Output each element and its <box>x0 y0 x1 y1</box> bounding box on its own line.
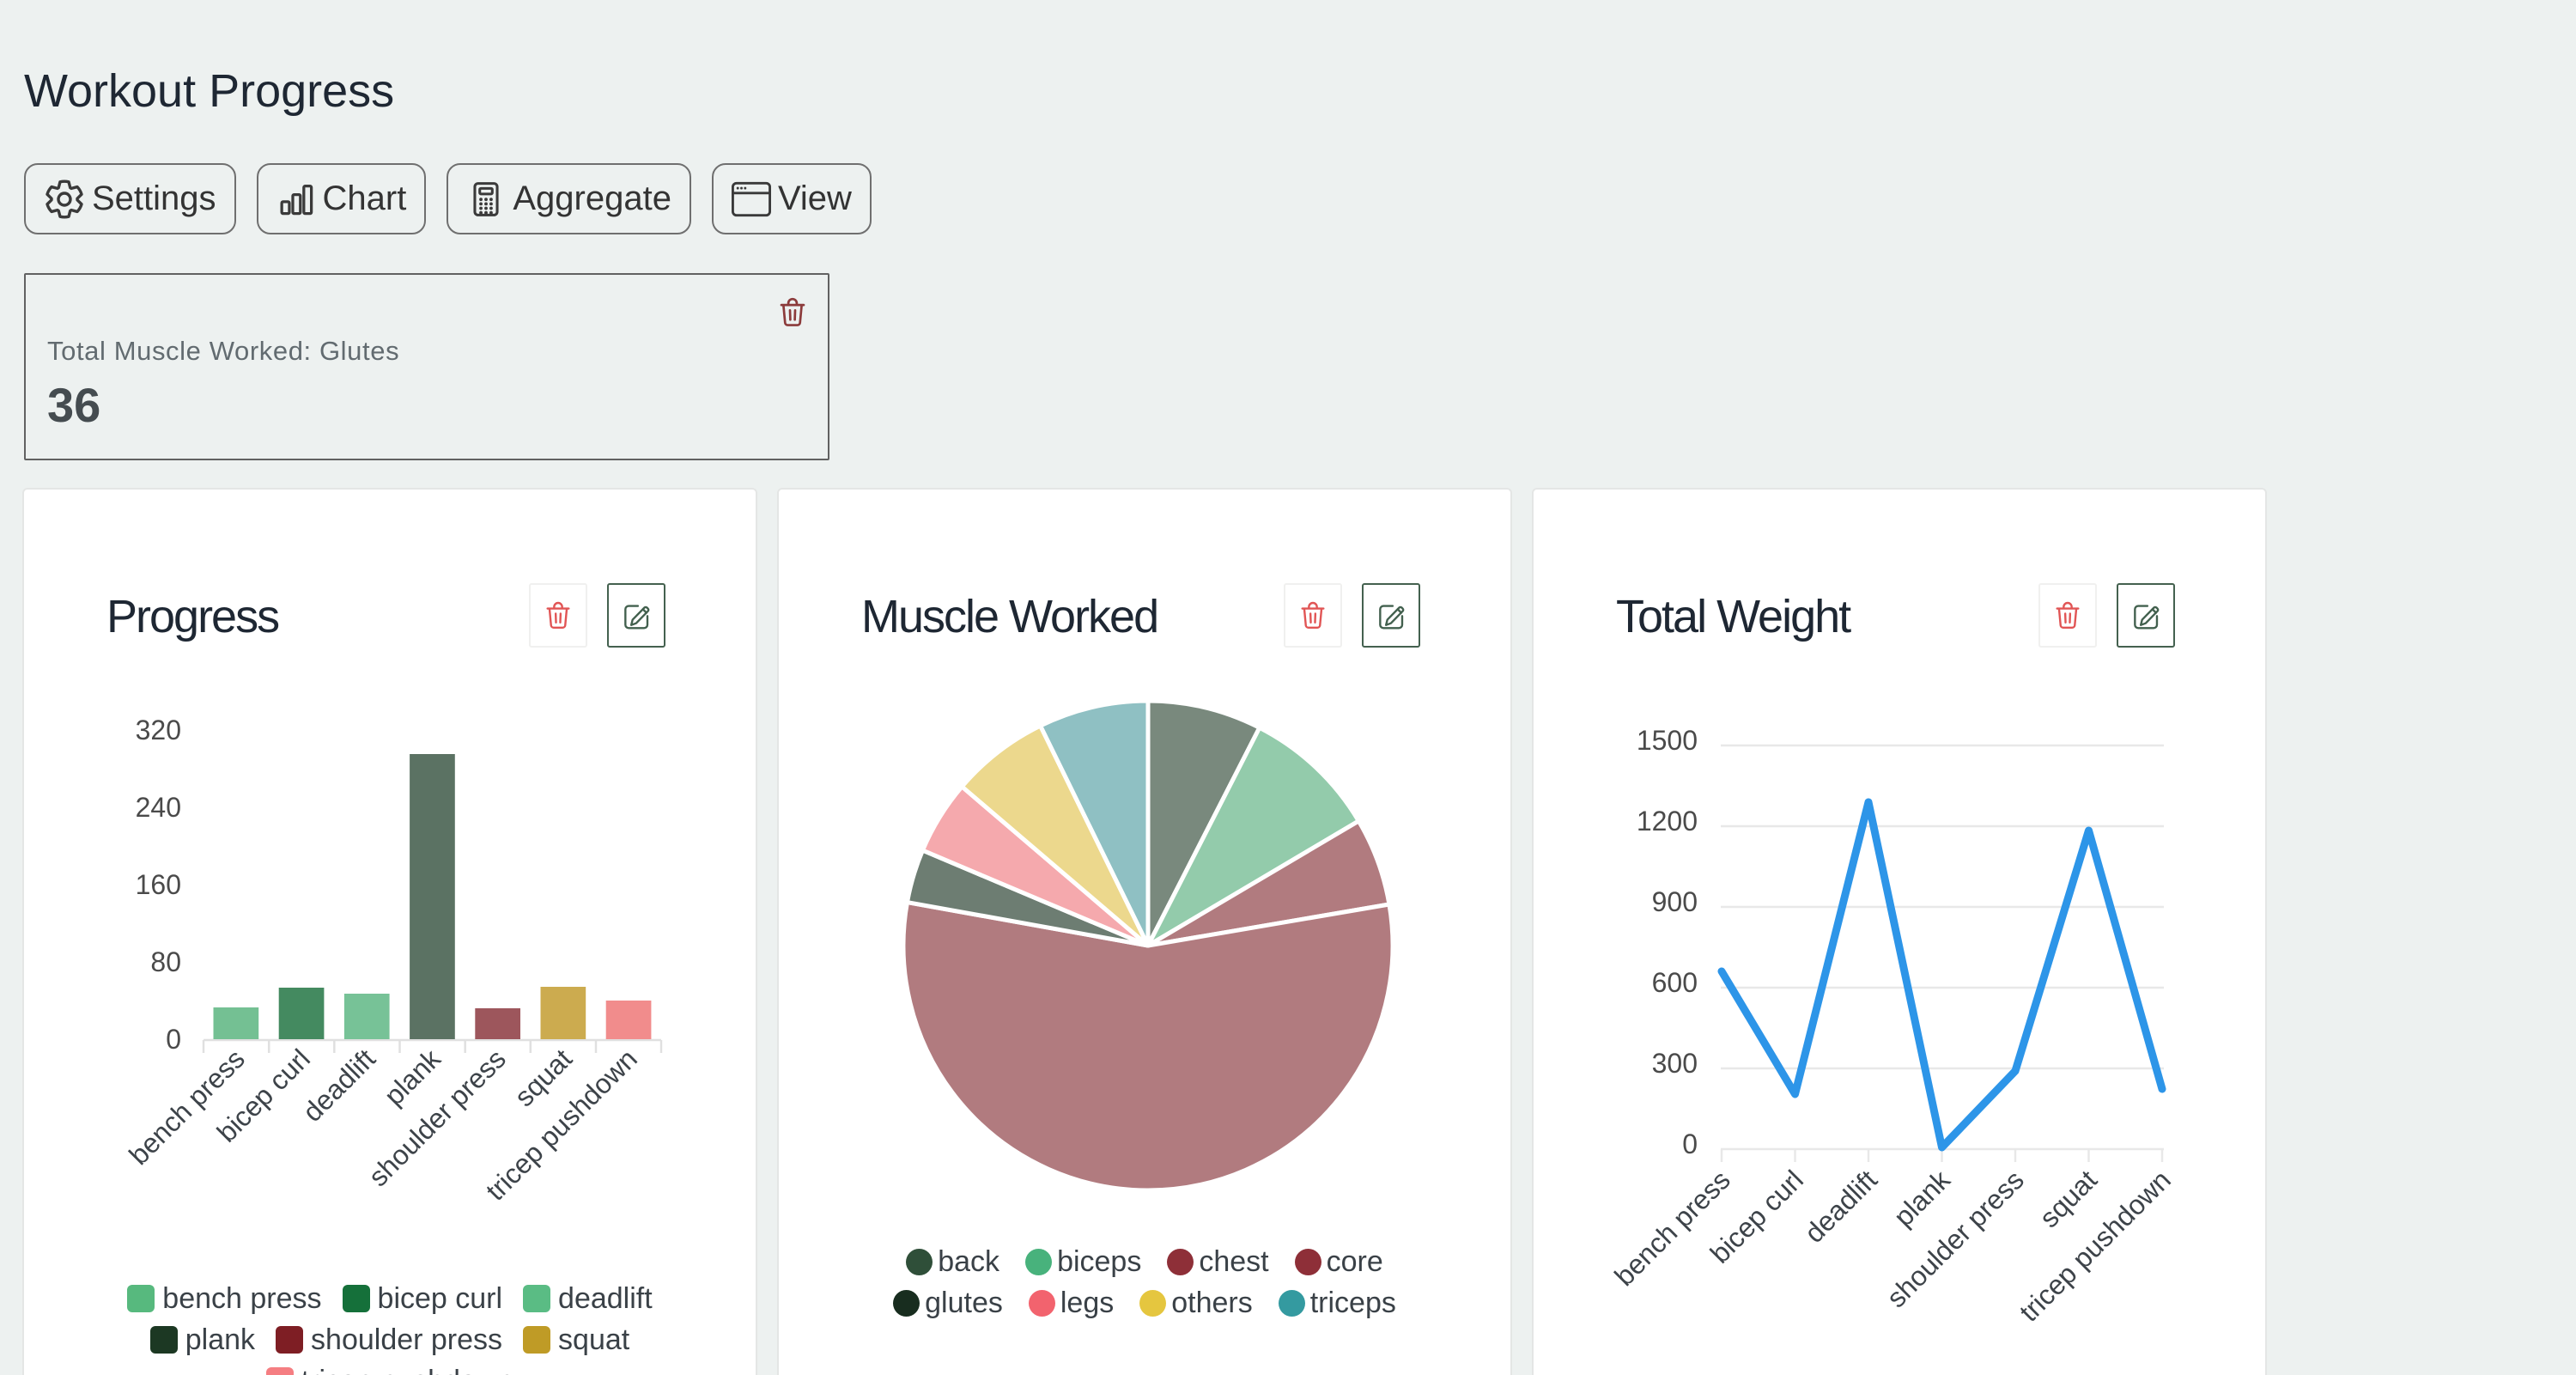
svg-text:300: 300 <box>1652 1048 1698 1079</box>
svg-text:deadlift: deadlift <box>297 1043 381 1127</box>
svg-text:0: 0 <box>166 1024 181 1055</box>
svg-text:600: 600 <box>1652 967 1698 998</box>
svg-text:deadlift: deadlift <box>1799 1164 1883 1248</box>
svg-text:squat: squat <box>2033 1164 2103 1233</box>
svg-text:plank: plank <box>1887 1164 1956 1232</box>
svg-text:900: 900 <box>1652 886 1698 917</box>
svg-text:1200: 1200 <box>1637 806 1698 837</box>
svg-text:bench press: bench press <box>1608 1164 1736 1292</box>
svg-text:240: 240 <box>136 792 181 823</box>
svg-text:160: 160 <box>136 869 181 900</box>
svg-text:80: 80 <box>150 946 181 977</box>
svg-text:1500: 1500 <box>1637 725 1698 756</box>
svg-text:320: 320 <box>136 715 181 745</box>
svg-text:0: 0 <box>1682 1129 1698 1159</box>
